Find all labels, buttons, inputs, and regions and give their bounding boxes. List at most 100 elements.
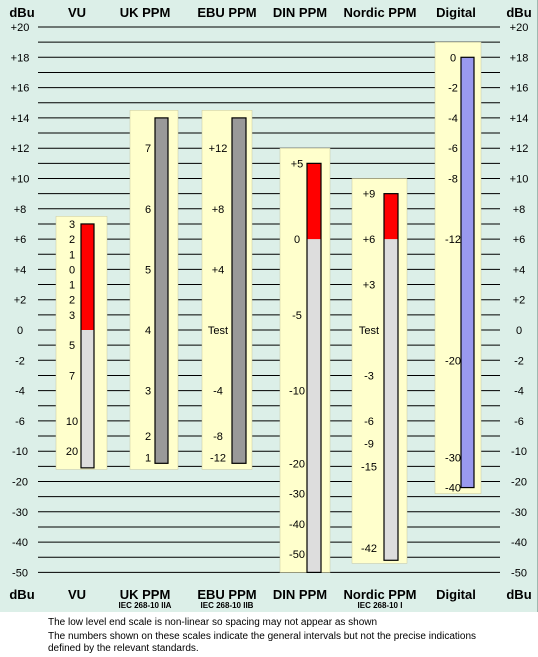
meter-scale-mark: 5 <box>145 264 151 276</box>
dbu-label-right: -2 <box>514 355 524 367</box>
meter-panel <box>279 147 331 573</box>
dbu-label-right: 0 <box>516 325 522 337</box>
footer-right-unit: dBu <box>506 587 531 602</box>
meter-scale-mark: -4 <box>213 386 223 398</box>
meter-bar-fill <box>384 193 398 561</box>
dbu-label-left: -20 <box>12 477 28 489</box>
dbu-label-right: +12 <box>510 143 529 155</box>
meter-scale-mark: 0 <box>294 234 300 246</box>
meter-scale-mark: 1 <box>145 452 151 464</box>
dbu-label-right: -6 <box>514 416 524 428</box>
dbu-label-left: +6 <box>14 234 27 246</box>
footer-din-ppm: DIN PPM <box>273 587 327 602</box>
dbu-label-right: +20 <box>510 22 529 34</box>
meter-scale-mark: 7 <box>145 143 151 155</box>
meter-bar-outline <box>80 223 95 469</box>
header-din-ppm: DIN PPM <box>273 5 327 20</box>
meter-scale-mark: -8 <box>213 431 223 443</box>
dbu-label-right: +6 <box>513 234 526 246</box>
dbu-label-right: +4 <box>513 264 526 276</box>
dbu-label-left: +16 <box>11 83 30 95</box>
meter-scale-mark: 4 <box>145 325 151 337</box>
dbu-label-left: -4 <box>15 386 25 398</box>
meter-scale-mark: +8 <box>212 204 225 216</box>
meter-digital: 0 -2 -4 -6 -8 -12 -20 -30 -40 <box>434 41 482 495</box>
meter-bar-overload <box>81 223 94 330</box>
footnotes: The low level end scale is non-linear so… <box>48 617 488 655</box>
dbu-label-left: -10 <box>12 446 28 458</box>
meter-scale-mark: 5 <box>69 340 75 352</box>
meter-scale-mark: -12 <box>210 452 226 464</box>
dbu-label-right: -10 <box>511 446 527 458</box>
meter-scale-mark: -40 <box>289 519 305 531</box>
header-uk-ppm: UK PPM <box>120 5 171 20</box>
meter-scale-mark: -2 <box>448 83 458 95</box>
meter-bar-overload <box>384 193 398 240</box>
meter-scale-mark: -20 <box>289 458 305 470</box>
dbu-label-right: +18 <box>510 52 529 64</box>
dbu-label-right: +14 <box>510 113 529 125</box>
footnote-nonlinear: The low level end scale is non-linear so… <box>48 617 378 628</box>
meter-scale-mark: -15 <box>361 461 377 473</box>
dbu-label-left: +12 <box>11 143 30 155</box>
meter-scale-mark: -30 <box>289 489 305 501</box>
dbu-grid <box>38 26 500 573</box>
meter-bar-overload <box>307 163 321 240</box>
meter-scale-mark: 3 <box>69 219 75 231</box>
meter-scale-mark: 1 <box>69 280 75 292</box>
meter-scale-mark: -3 <box>364 370 374 382</box>
meter-bar-fill <box>155 117 168 464</box>
header-left-unit: dBu <box>9 5 34 20</box>
meter-bar-outline <box>231 117 247 464</box>
meter-scale-mark: 7 <box>69 370 75 382</box>
meter-panel <box>351 178 408 564</box>
dbu-label-left: +20 <box>11 22 30 34</box>
meter-scale-mark: -10 <box>289 386 305 398</box>
meter-scale-mark: +12 <box>209 143 228 155</box>
meter-scale-mark: -50 <box>289 549 305 561</box>
diagram-canvas: 32101235710207654321+12+8+4Test-4-8-12+5… <box>9 5 531 610</box>
dbu-label-right: +16 <box>510 83 529 95</box>
meter-scale-mark: 20 <box>66 446 78 458</box>
footer-nordic-ppm-standard: IEC 268-10 I <box>358 601 403 610</box>
meter-scale-mark: +6 <box>363 234 376 246</box>
meter-scale-mark: 0 <box>69 264 75 276</box>
meter-scale-mark: 2 <box>69 295 75 307</box>
meter-scale-mark: 3 <box>69 310 75 322</box>
dbu-label-left: +2 <box>14 295 27 307</box>
meter-scale-mark: 2 <box>69 234 75 246</box>
column-headers: dBu dBu VU UK PPM EBU PPM DIN PPM Nordic… <box>9 5 531 20</box>
meter-uk-ppm: 7 6 5 4 3 2 1 <box>129 110 179 470</box>
meter-bar-fill <box>232 117 246 464</box>
footnote-intervals: The numbers shown on these scales indica… <box>48 631 477 654</box>
dbu-label-right: -4 <box>514 386 524 398</box>
meter-bar-fill <box>307 163 321 573</box>
meter-scale-mark: -12 <box>445 234 461 246</box>
footer-ebu-ppm-standard: IEC 268-10 IIB <box>201 601 254 610</box>
header-right-unit: dBu <box>506 5 531 20</box>
header-nordic-ppm: Nordic PPM <box>344 5 417 20</box>
meter-din-ppm: +5 0 -5 -10 -20 -30 -40 -50 <box>279 147 331 573</box>
meter-scale-mark: -5 <box>292 310 302 322</box>
meter-bar-outline <box>460 56 475 489</box>
footer-digital: Digital <box>436 587 476 602</box>
meter-scale-mark: 0 <box>450 52 456 64</box>
meter-scale-mark: 10 <box>66 416 78 428</box>
dbu-label-left: +8 <box>14 204 27 216</box>
meter-scale-mark: +3 <box>363 280 376 292</box>
meter-scale-mark: -6 <box>364 416 374 428</box>
dbu-label-right: -40 <box>511 537 527 549</box>
meter-scale-mark: -6 <box>448 143 458 155</box>
dbu-label-left: -30 <box>12 507 28 519</box>
header-ebu-ppm: EBU PPM <box>197 5 256 20</box>
footer-uk-ppm-standard: IEC 268-10 IIA <box>119 601 172 610</box>
meter-scale-mark: -42 <box>361 543 377 555</box>
footer-ebu-ppm: EBU PPM <box>197 587 256 602</box>
meter-scale-mark: 2 <box>145 431 151 443</box>
meter-scale-mark: -9 <box>364 439 374 451</box>
dbu-label-left: -6 <box>15 416 25 428</box>
dbu-label-right: -20 <box>511 477 527 489</box>
meter-bar-outline <box>306 162 322 573</box>
column-footers: dBu dBu VU UK PPM IEC 268-10 IIA EBU PPM… <box>9 587 531 610</box>
